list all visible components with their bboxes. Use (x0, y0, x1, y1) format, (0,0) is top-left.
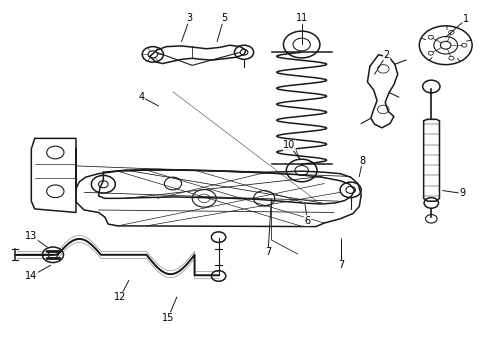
Text: 12: 12 (114, 292, 126, 302)
Text: 4: 4 (139, 92, 145, 102)
Text: 7: 7 (265, 247, 271, 257)
Text: 13: 13 (25, 231, 37, 241)
Text: 5: 5 (221, 13, 227, 23)
Text: 1: 1 (463, 14, 469, 24)
Text: 6: 6 (304, 216, 311, 226)
Text: 2: 2 (384, 50, 390, 60)
Text: 10: 10 (283, 140, 295, 150)
Text: 8: 8 (360, 156, 366, 166)
Text: 11: 11 (295, 13, 308, 23)
Text: 15: 15 (162, 312, 174, 323)
Text: 14: 14 (25, 271, 37, 281)
Text: 3: 3 (187, 13, 193, 23)
Text: 9: 9 (459, 188, 465, 198)
Text: 7: 7 (338, 260, 344, 270)
